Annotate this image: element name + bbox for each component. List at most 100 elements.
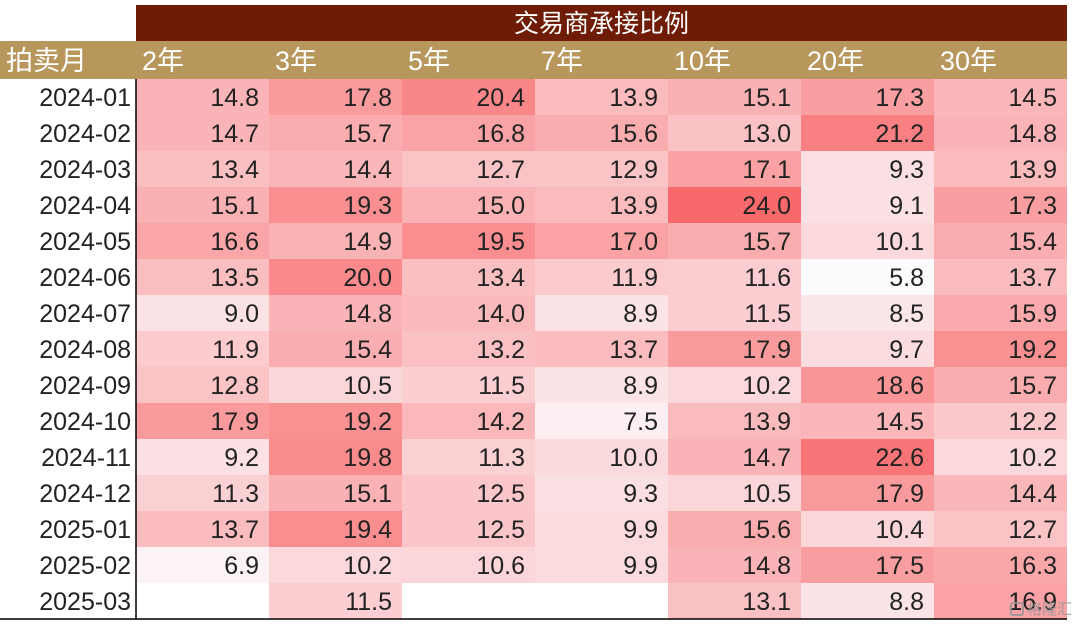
heatmap-cell [269,295,402,331]
cell-value: 9.7 [889,336,924,364]
heatmap-cell [269,115,402,151]
cell-value: 19.2 [343,408,392,436]
heatmap-cell [668,367,801,403]
row-label-2025-01: 2025-01 [39,516,131,544]
cell-value: 14.5 [875,408,924,436]
column-header-6: 30年 [940,46,997,76]
heatmap-cell [402,295,535,331]
heatmap-cell [535,547,668,583]
cell-value: 16.8 [476,120,525,148]
cell-value: 15.4 [1008,228,1057,256]
heatmap-cell-empty [136,583,269,619]
cell-value: 10.2 [742,372,791,400]
heatmap-cell [269,367,402,403]
cell-value: 10.5 [742,480,791,508]
heatmap-cell [801,367,934,403]
heatmap-cell [801,547,934,583]
heatmap-cell [402,223,535,259]
heatmap-cell [535,115,668,151]
heatmap-cell [269,511,402,547]
row-label-2024-02: 2024-02 [39,120,131,148]
heatmap-cell [801,511,934,547]
heatmap-cell [402,259,535,295]
heatmap-cell [934,547,1067,583]
heatmap-cell [535,367,668,403]
cell-value: 9.3 [623,480,658,508]
heatmap-cell [535,187,668,223]
heatmap-cell [136,223,269,259]
heatmap-cell [934,367,1067,403]
row-label-2024-03: 2024-03 [39,156,131,184]
cell-value: 15.7 [343,120,392,148]
cell-value: 8.9 [623,300,658,328]
heatmap-cell [668,475,801,511]
heatmap-cell [801,583,934,619]
cell-value: 10.5 [343,372,392,400]
cell-value: 9.2 [224,444,259,472]
watermark: 格隆汇 [1009,598,1072,619]
heatmap-cell [535,295,668,331]
cell-value: 19.2 [1008,336,1057,364]
cell-value: 19.8 [343,444,392,472]
row-label-2024-07: 2024-07 [39,300,131,328]
watermark-text: 格隆汇 [1026,600,1072,618]
heatmap-cell [801,331,934,367]
heatmap-cell [269,223,402,259]
heatmap-cell [535,475,668,511]
heatmap-cell [801,151,934,187]
heatmap-cell [269,151,402,187]
cell-value: 18.6 [875,372,924,400]
heatmap-cell [136,367,269,403]
heatmap-cell [668,151,801,187]
heatmap-cell [668,547,801,583]
heatmap-cell [535,331,668,367]
cell-value: 15.7 [1008,372,1057,400]
heatmap-cell [136,547,269,583]
heatmap-cell [934,439,1067,475]
cell-value: 12.7 [1008,516,1057,544]
row-label-2024-06: 2024-06 [39,264,131,292]
heatmap-cell [934,331,1067,367]
cell-value: 6.9 [224,552,259,580]
cell-value: 9.9 [623,552,658,580]
cell-value: 8.9 [623,372,658,400]
cell-value: 17.3 [875,84,924,112]
row-label-2024-05: 2024-05 [39,228,131,256]
heatmap-cell [269,187,402,223]
cell-value: 11.3 [212,480,259,508]
cell-value: 9.0 [224,300,259,328]
cell-value: 10.6 [476,552,525,580]
heatmap-cell [136,403,269,439]
heatmap-cell [136,331,269,367]
cell-value: 19.5 [476,228,525,256]
cell-value: 12.5 [476,480,525,508]
cell-value: 11.5 [478,372,525,400]
cell-value: 14.0 [476,300,525,328]
cell-value: 10.2 [343,552,392,580]
cell-value: 17.0 [609,228,658,256]
cell-value: 17.3 [1008,192,1057,220]
heatmap-cell-empty [535,583,668,619]
cell-value: 9.3 [889,156,924,184]
heatmap-cell [402,331,535,367]
cell-value: 15.6 [742,516,791,544]
heatmap-cell [136,187,269,223]
cell-value: 15.7 [742,228,791,256]
heatmap-cell-empty [402,583,535,619]
cell-value: 16.6 [210,228,259,256]
cell-value: 17.5 [875,552,924,580]
heatmap-cell [136,115,269,151]
heatmap-cell [801,439,934,475]
heatmap-cell [801,259,934,295]
cell-value: 13.9 [1008,156,1057,184]
cell-value: 14.8 [343,300,392,328]
cell-value: 21.2 [875,120,924,148]
row-header-label: 拍卖月 [6,46,87,76]
cell-value: 17.1 [742,156,791,184]
cell-value: 13.2 [476,336,525,364]
heatmap-cell [934,259,1067,295]
heatmap-cell [402,187,535,223]
cell-value: 24.0 [742,192,791,220]
row-label-2024-12: 2024-12 [39,480,131,508]
cell-value: 5.8 [889,264,924,292]
